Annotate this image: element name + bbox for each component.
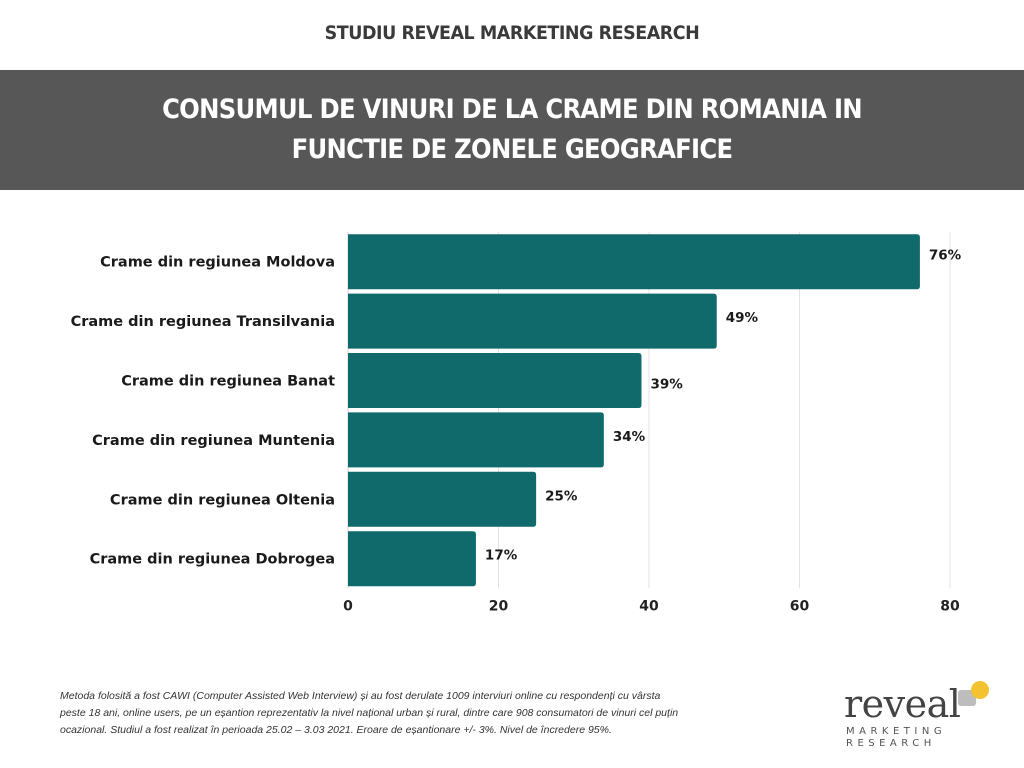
bar (348, 531, 476, 587)
data-label: 39% (650, 377, 683, 393)
data-label: 34% (613, 429, 646, 445)
bar (348, 471, 537, 527)
data-label: 25% (545, 488, 578, 504)
category-label: Crame din regiunea Banat (121, 374, 335, 390)
study-label: STUDIU REVEAL MARKETING RESEARCH (324, 22, 700, 44)
bar (348, 293, 717, 349)
bar (348, 234, 920, 290)
bar (348, 412, 604, 468)
logo-mark-icon (958, 681, 989, 706)
methodology-footnote: Metoda folosită a fost CAWI (Computer As… (60, 690, 679, 736)
x-tick-label: 40 (639, 598, 659, 614)
chart-title: CONSUMUL DE VINURI DE LA CRAME DIN ROMAN… (107, 90, 917, 170)
chart-title-line-1: CONSUMUL DE VINURI DE LA CRAME DIN ROMAN… (162, 94, 863, 125)
category-label: Crame din regiunea Muntenia (92, 433, 335, 449)
title-banner: CONSUMUL DE VINURI DE LA CRAME DIN ROMAN… (0, 70, 1024, 190)
logo-subtitle-line-1: MARKETING (846, 726, 947, 737)
data-label: 49% (726, 310, 759, 326)
logo-subtitle-line-2: RESEARCH (846, 738, 936, 749)
category-label: Crame din regiunea Oltenia (110, 492, 335, 508)
x-tick-label: 20 (489, 598, 509, 614)
data-label: 76% (929, 248, 962, 264)
logo-wordmark: reveal (844, 682, 961, 726)
x-tick-label: 80 (940, 598, 960, 614)
category-label: Crame din regiunea Transilvania (71, 314, 335, 330)
x-tick-label: 0 (343, 598, 353, 614)
category-label: Crame din regiunea Dobrogea (90, 552, 335, 568)
reveal-logo: reveal MARKETING RESEARCH (844, 676, 994, 756)
chart-title-line-2: FUNCTIE DE ZONELE GEOGRAFICE (291, 134, 733, 165)
bar (348, 353, 642, 408)
x-tick-label: 60 (790, 598, 810, 614)
logo-subtitle: MARKETING RESEARCH (846, 726, 946, 750)
data-label: 17% (485, 548, 518, 564)
category-label: Crame din regiunea Moldova (100, 255, 335, 271)
